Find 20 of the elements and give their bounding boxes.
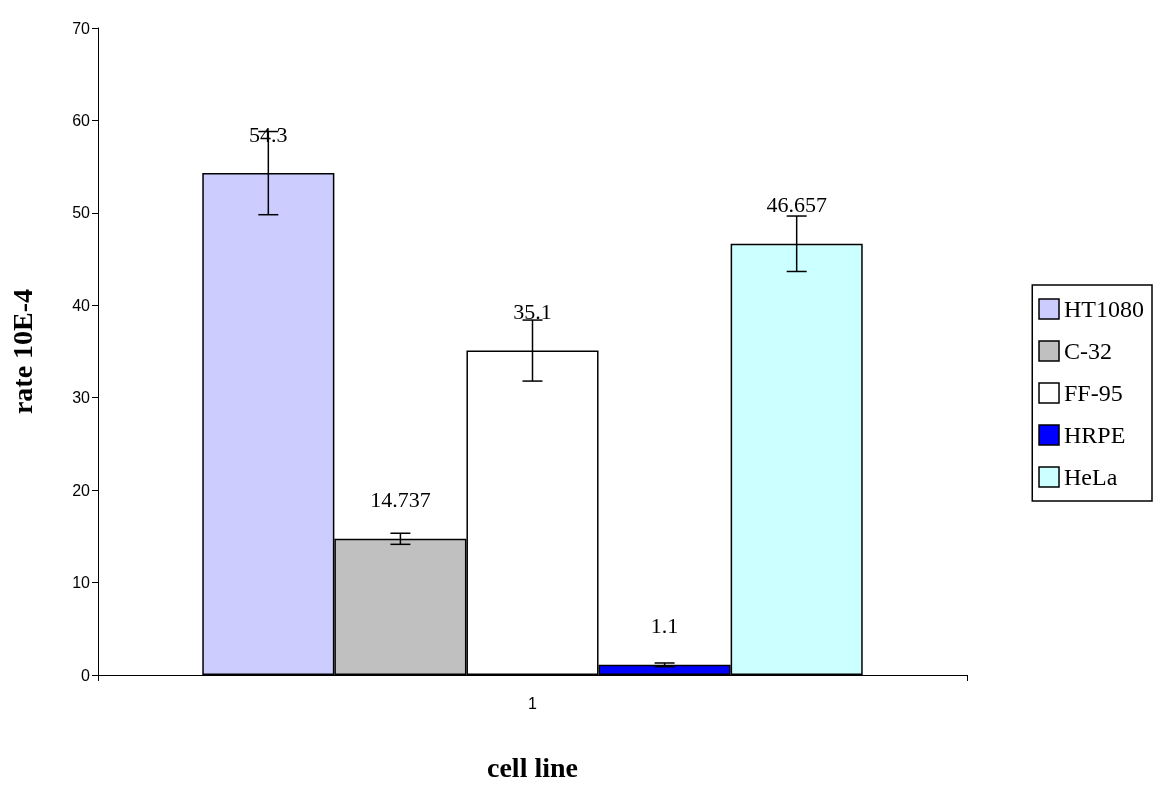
y-tick-label: 30	[72, 389, 91, 407]
y-tick-label: 10	[72, 574, 91, 592]
y-tick-label: 70	[72, 19, 91, 37]
y-tick-label: 0	[81, 666, 91, 684]
y-tick-label: 40	[72, 296, 91, 314]
data-label: 14.737	[370, 487, 431, 513]
y-tick-label: 20	[72, 481, 91, 499]
y-axis-title: rate 10E-4	[6, 288, 38, 415]
data-label: 46.657	[766, 192, 827, 218]
legend-label: HRPE	[1064, 422, 1126, 448]
data-label: 1.1	[650, 613, 679, 639]
legend-label: FF-95	[1064, 380, 1123, 406]
legend-label: HeLa	[1064, 464, 1118, 490]
y-tick-label: 60	[72, 111, 91, 129]
legend-label: C-32	[1064, 338, 1113, 364]
data-label: 35.1	[513, 299, 552, 325]
y-tick-label: 50	[72, 204, 91, 222]
x-tick-label: 1	[528, 694, 538, 712]
x-axis-title: cell line	[487, 751, 578, 783]
legend-label: HT1080	[1064, 296, 1145, 322]
